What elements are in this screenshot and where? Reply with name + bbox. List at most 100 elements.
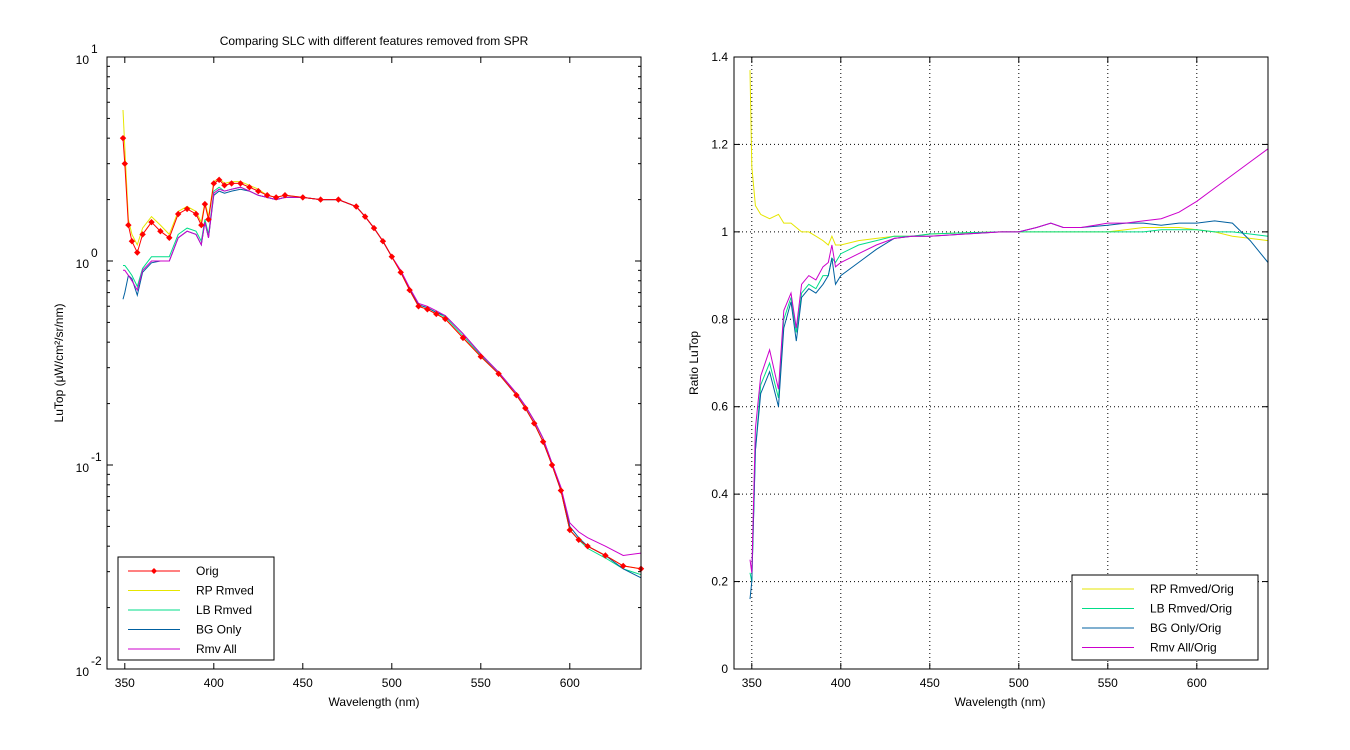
data-point-orig xyxy=(237,180,244,187)
y-tick-label: 10 xyxy=(76,665,90,679)
axis-ticks-right: 350 400 450 500 550 600 0 0.2 0.4 0.6 0.8 1 1.2 1.4 xyxy=(711,50,1268,690)
y-tick-exponent: 0 xyxy=(91,246,98,260)
series-line-rmv-all-orig xyxy=(749,148,1269,573)
data-point-orig xyxy=(215,176,223,184)
data-point-orig xyxy=(495,370,502,377)
data-point-orig xyxy=(530,420,538,427)
data-point-orig xyxy=(246,184,253,191)
chart-title-left: Comparing SLC with different features re… xyxy=(220,34,529,48)
y-tick-label: 10 xyxy=(76,257,90,271)
x-tick-label: 400 xyxy=(831,676,851,690)
legend-label: RP Rmved/Orig xyxy=(1150,582,1234,596)
data-point-orig xyxy=(210,180,218,187)
data-point-orig xyxy=(221,182,228,189)
y-axis-label-left: LuTop (μW/cm²/sr/nm) xyxy=(52,304,66,423)
x-tick-label: 450 xyxy=(293,676,313,690)
y-tick-label: 0.4 xyxy=(711,487,728,501)
series-line-orig xyxy=(122,138,642,570)
plot-frame-right xyxy=(733,56,1269,670)
legend-left: Orig RP Rmved LB Rmved BG Only Rmv All xyxy=(117,556,275,661)
plot-area-right xyxy=(734,57,1268,669)
data-point-orig xyxy=(539,438,547,445)
legend-right: RP Rmved/Orig LB Rmved/Orig BG Only/Orig Rm… xyxy=(1071,574,1259,661)
chart-lutop: Comparing SLC with different features re… xyxy=(52,34,645,709)
data-point-orig xyxy=(584,542,591,550)
data-point-orig xyxy=(125,221,132,229)
x-tick-label: 500 xyxy=(382,676,402,690)
data-point-orig xyxy=(192,210,200,218)
data-point-orig xyxy=(424,306,431,313)
data-point-orig xyxy=(148,218,155,226)
x-tick-label: 550 xyxy=(471,676,491,690)
data-point-orig xyxy=(272,194,280,201)
data-point-orig xyxy=(139,231,146,238)
data-point-orig xyxy=(335,196,342,203)
data-point-orig xyxy=(557,487,565,494)
y-tick-label: 1.4 xyxy=(711,50,728,64)
data-point-orig xyxy=(548,461,556,469)
data-point-orig xyxy=(433,310,440,318)
data-point-orig xyxy=(406,286,413,294)
data-point-orig xyxy=(575,536,582,543)
data-point-orig xyxy=(121,160,129,167)
data-point-orig xyxy=(352,203,360,210)
y-tick-exponent: -1 xyxy=(91,450,102,464)
x-tick-label: 450 xyxy=(920,676,940,690)
y-tick-label: 0.6 xyxy=(711,400,728,414)
legend-box-left xyxy=(117,556,275,661)
data-point-orig xyxy=(619,562,627,570)
data-point-orig xyxy=(205,216,212,223)
data-point-orig xyxy=(317,196,324,203)
x-tick-label: 600 xyxy=(560,676,580,690)
y-tick-label: 10 xyxy=(76,53,90,67)
y-tick-exponent: 1 xyxy=(91,42,98,56)
y-tick-label: 10 xyxy=(76,461,90,475)
y-tick-exponent: -2 xyxy=(91,654,102,668)
data-point-orig xyxy=(119,134,127,142)
data-point-orig xyxy=(397,269,404,276)
data-point-orig xyxy=(134,249,141,256)
x-tick-label: 350 xyxy=(742,676,762,690)
y-tick-label: 0.8 xyxy=(711,312,728,326)
chart-ratio: Ratio LuTop Wavelength (nm) 350 400 450 500… xyxy=(687,50,1269,709)
data-point-orig xyxy=(477,353,485,360)
data-point-orig xyxy=(255,187,262,195)
data-point-orig xyxy=(201,200,209,208)
data-point-orig xyxy=(198,221,205,229)
data-point-orig xyxy=(388,253,396,260)
x-tick-label: 600 xyxy=(1187,676,1207,690)
legend-label: Orig xyxy=(196,564,219,578)
legend-label: RP Rmved xyxy=(196,584,254,598)
data-point-orig xyxy=(370,224,378,232)
data-point-orig xyxy=(263,192,271,199)
data-point-orig xyxy=(281,192,289,199)
legend-label: Rmv All/Orig xyxy=(1150,641,1217,655)
series-lines-right xyxy=(749,70,1269,600)
data-point-orig xyxy=(361,213,369,220)
data-point-orig xyxy=(157,227,164,235)
data-point-orig xyxy=(128,238,136,245)
x-tick-label: 500 xyxy=(1009,676,1029,690)
data-point-orig xyxy=(566,526,574,534)
data-point-orig xyxy=(602,552,609,559)
x-tick-label: 350 xyxy=(115,676,135,690)
data-point-orig xyxy=(415,303,422,310)
data-point-orig xyxy=(166,234,173,241)
x-axis-label-right: Wavelength (nm) xyxy=(955,695,1046,709)
x-tick-label: 400 xyxy=(204,676,224,690)
data-point-orig xyxy=(522,404,529,412)
series-line-lb-rmved-orig xyxy=(749,229,1269,582)
legend-label: LB Rmved/Orig xyxy=(1150,602,1232,616)
data-point-orig xyxy=(441,315,449,323)
plot-frame-left xyxy=(106,56,642,670)
legend-label: LB Rmved xyxy=(196,603,252,617)
x-tick-label: 550 xyxy=(1098,676,1118,690)
y-tick-label: 1 xyxy=(721,225,728,239)
y-tick-label: 0.2 xyxy=(711,575,728,589)
data-point-orig xyxy=(174,210,182,218)
data-point-orig xyxy=(299,194,307,201)
data-point-orig xyxy=(183,205,191,213)
y-tick-label: 1.2 xyxy=(711,137,728,151)
